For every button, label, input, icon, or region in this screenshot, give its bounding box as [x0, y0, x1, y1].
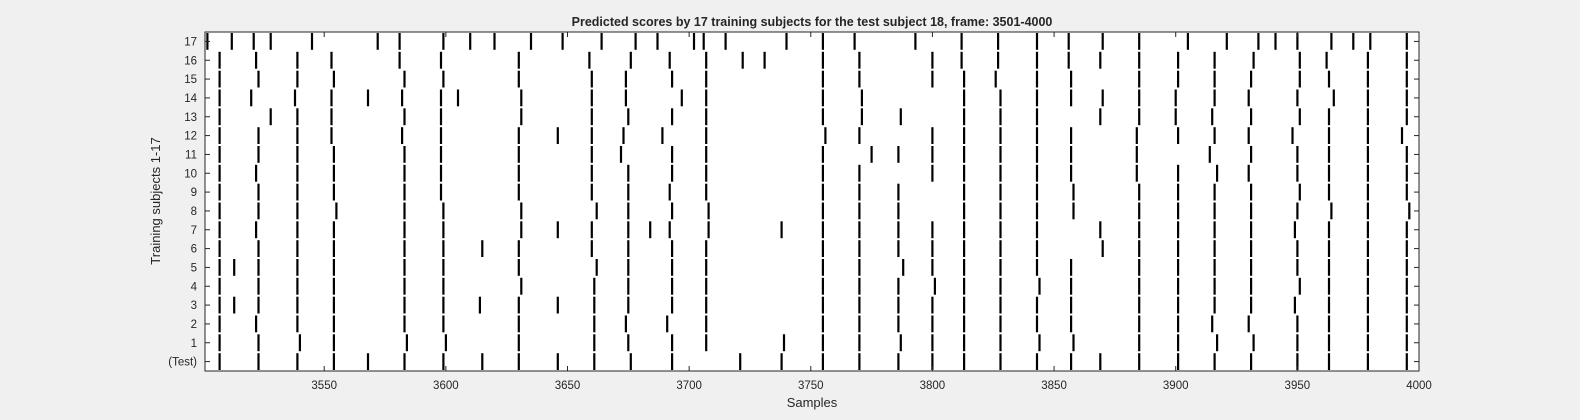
y-tick-label: 3 [191, 300, 197, 312]
y-tick-label: 7 [191, 225, 197, 237]
x-tick-label: 3650 [555, 380, 581, 392]
y-tick-label: 11 [185, 149, 197, 161]
plot-area [205, 32, 1419, 371]
x-axis-ticks: 3550 3600 3650 3700 3750 3800 3850 3900 3950 4000 [311, 32, 1432, 392]
y-tick-label: 12 [184, 131, 197, 143]
y-tick-label: 10 [184, 168, 197, 180]
y-tick-label: 16 [184, 55, 197, 67]
y-tick-label: 2 [191, 319, 197, 331]
y-tick-label: 1 [191, 338, 197, 350]
y-tick-label: 9 [191, 187, 197, 199]
x-tick-label: 3850 [1041, 380, 1067, 392]
x-axis-label: Samples [787, 395, 838, 410]
x-tick-label: 3550 [311, 380, 337, 392]
chart-title: Predicted scores by 17 training subjects… [572, 15, 1053, 29]
y-axis-ticks: 17 16 15 14 13 12 11 10 9 8 7 6 5 4 3 2 1 (Test) [168, 36, 1419, 369]
y-tick-label: 5 [191, 262, 197, 274]
x-tick-label: 3700 [676, 380, 702, 392]
event-marks [206, 33, 1411, 370]
y-axis-label: Training subjects 1-17 [148, 137, 163, 264]
y-tick-label: 14 [184, 93, 197, 105]
x-tick-label: 3800 [920, 380, 946, 392]
x-tick-label: 4000 [1406, 380, 1432, 392]
y-tick-label: 13 [184, 112, 197, 124]
plot-border [204, 31, 1420, 372]
x-tick-label: 3600 [433, 380, 459, 392]
y-tick-label: 8 [191, 206, 197, 218]
x-tick-label: 3950 [1285, 380, 1311, 392]
y-tick-label: 17 [184, 36, 197, 48]
y-tick-label: 15 [184, 74, 197, 86]
x-tick-label: 3750 [798, 380, 824, 392]
x-tick-label: 3900 [1163, 380, 1189, 392]
y-tick-label: 6 [191, 244, 197, 256]
y-tick-label: 4 [191, 281, 198, 293]
y-tick-label: (Test) [168, 357, 197, 369]
